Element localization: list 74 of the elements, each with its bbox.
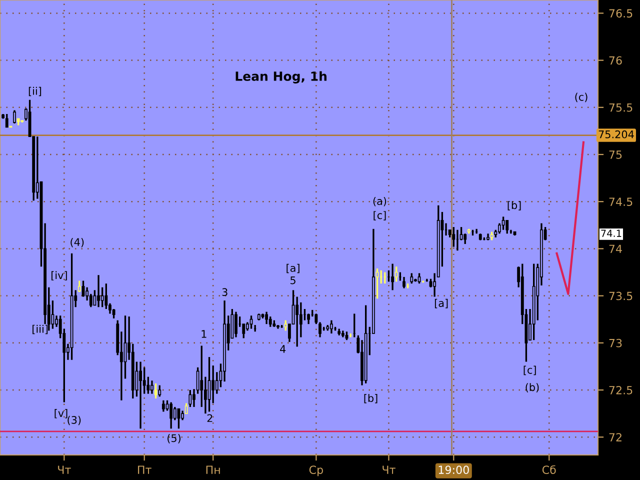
annotation: [c] [374,211,386,220]
candlestick [234,310,238,338]
x-tick-label: Чт [382,466,396,474]
x-tick-label: Ср [309,466,323,476]
annotation: 2 [207,414,212,422]
candlestick [284,319,288,332]
y-tick-label: 72.5 [609,386,632,394]
candlestick [268,316,272,328]
annotation: [a] [434,298,448,308]
text: Lean Hog, 1h [236,71,326,84]
candlestick [154,382,158,400]
annotation: [v] [54,409,68,418]
candlestick [100,286,104,308]
annotation: [iv] [52,271,67,280]
x-tick-label: 19:00 [438,466,469,474]
annotation: [b] [364,394,378,404]
annotation: (4) [70,238,84,248]
candlestick [181,410,184,421]
candlestick [173,406,176,421]
x-tick-label: Сб [542,465,556,474]
annotation: [c] [524,366,536,376]
candlestick [97,274,100,308]
candlestick [394,266,398,282]
candlestick [51,300,54,330]
y-tick-label: 73 [609,338,622,348]
y-tick-label: 74 [609,244,622,253]
annotation: (3) [68,416,81,426]
candlestick [296,296,299,348]
annotation: 3 [222,288,228,296]
y-tick-label: 73.5 [609,292,632,300]
annotation: [a] [286,264,300,274]
candlestick [139,360,142,430]
candlestick [177,408,180,430]
annotation: 4 [280,345,286,353]
candlestick [502,216,505,231]
x-tick-label: Пн [206,466,220,474]
candlestick [150,380,154,395]
y-tick-label: 76 [609,56,622,65]
y-tick-label: 75 [609,150,622,159]
annotation: 5 [290,276,296,284]
annotation: 1 [202,330,206,338]
text: 74.1 [601,230,622,237]
candlestick [104,282,108,310]
annotation: (c) [575,92,588,102]
candlestick [158,384,162,398]
candlestick [5,113,8,128]
annotation: [ii] [28,86,42,96]
x-tick-label: Пт [138,466,152,474]
annotation: (b) [526,383,539,392]
candlestick [78,280,81,293]
candlestick [418,272,421,284]
y-tick-label: 74.5 [609,198,632,206]
candlestick [265,310,268,325]
candlestick [506,220,509,234]
y-tick-label: 72 [609,433,622,442]
annotation: [iii] [32,324,48,334]
candlestick [13,109,16,124]
candlestick [212,364,215,404]
candlestick [330,319,333,334]
candlestick [162,400,165,412]
annotation: (5) [168,434,180,444]
y-tick-label: 75.5 [609,104,632,112]
candlestick [170,401,173,430]
y-tick-label: 76.5 [609,9,632,18]
candlestick [410,272,414,284]
annotation: [b] [508,201,521,210]
candlestick [391,262,394,291]
x-tick-label: Чт [58,466,71,474]
candlestick [452,226,456,248]
candlestick [464,232,467,245]
ref-line-label: 75.204 [598,130,634,138]
annotation: (a) [373,196,386,206]
candlestick [307,312,310,325]
candlestick [402,276,406,290]
